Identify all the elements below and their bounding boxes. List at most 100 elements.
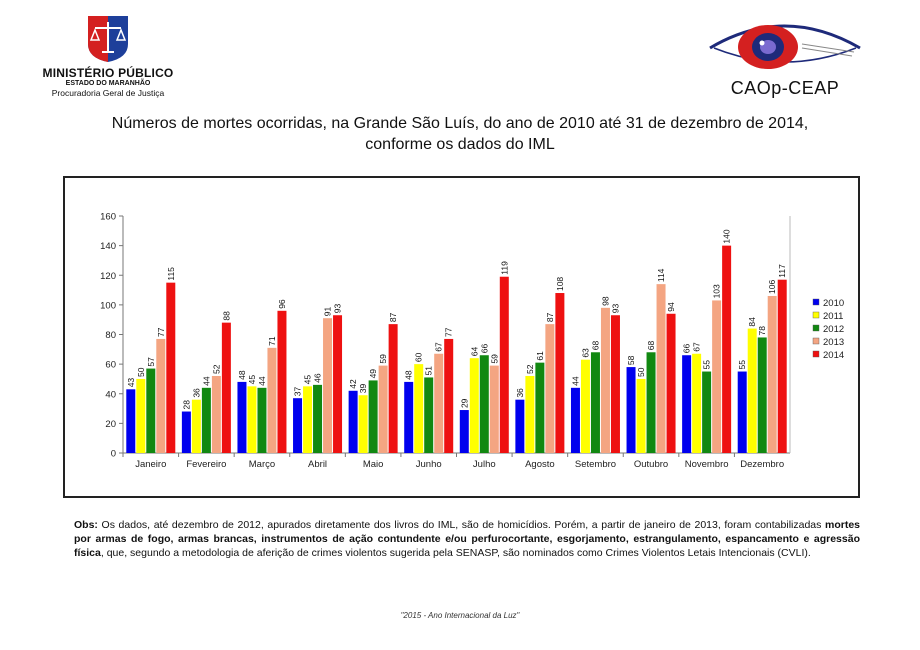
- data-label: 67: [434, 342, 444, 352]
- logo-line-3: Procuradoria Geral de Justiça: [51, 88, 165, 98]
- bar: [666, 313, 676, 453]
- bar: [323, 318, 333, 453]
- legend-label: 2012: [823, 324, 844, 335]
- bar: [722, 245, 732, 453]
- data-label: 87: [388, 312, 398, 322]
- data-label: 48: [237, 370, 247, 380]
- data-label: 52: [211, 364, 221, 374]
- bar: [191, 399, 201, 453]
- data-label: 115: [166, 267, 176, 281]
- data-label: 45: [247, 375, 257, 385]
- data-label: 59: [378, 354, 388, 364]
- bar: [570, 387, 580, 453]
- legend-swatch: [812, 298, 820, 306]
- data-label: 44: [257, 376, 267, 386]
- data-label: 48: [404, 370, 414, 380]
- data-label: 55: [737, 360, 747, 370]
- data-label: 66: [682, 344, 692, 354]
- obs-bold-text: mortes por armas de fogo, armas brancas,…: [74, 519, 860, 559]
- obs-text-2: , que, segundo a metodologia de aferição…: [100, 547, 811, 559]
- data-label: 50: [136, 367, 146, 377]
- x-tick-label: Fevereiro: [186, 459, 226, 470]
- data-label: 63: [580, 348, 590, 358]
- bar: [247, 386, 257, 453]
- x-tick-label: Agosto: [525, 459, 555, 470]
- bar: [757, 337, 767, 453]
- bar: [388, 324, 398, 453]
- bar: [136, 378, 146, 453]
- data-label: 51: [424, 366, 434, 376]
- bar: [181, 411, 191, 453]
- data-label: 88: [221, 311, 231, 321]
- data-label: 44: [201, 376, 211, 386]
- data-label: 91: [323, 306, 333, 316]
- bar: [737, 371, 747, 453]
- legend-swatch: [812, 350, 820, 358]
- y-tick-label: 100: [100, 300, 116, 311]
- bar: [580, 359, 590, 453]
- bar: [459, 410, 469, 453]
- bar: [777, 279, 787, 453]
- bar: [378, 365, 388, 453]
- y-tick-label: 140: [100, 241, 116, 252]
- data-label: 94: [666, 302, 676, 312]
- caop-ceap-logo: CAOp-CEAP: [700, 14, 870, 100]
- legend-swatch: [812, 324, 820, 332]
- x-tick-label: Junho: [416, 459, 442, 470]
- observation-note: Obs: Os dados, até dezembro de 2012, apu…: [74, 518, 860, 560]
- legend-swatch: [812, 337, 820, 345]
- bar: [499, 276, 509, 453]
- data-label: 87: [545, 312, 555, 322]
- data-label: 119: [499, 261, 509, 275]
- bar: [237, 381, 247, 453]
- bar: [535, 362, 545, 453]
- bar: [313, 384, 323, 453]
- legend-label: 2013: [823, 337, 844, 348]
- x-tick-label: Julho: [473, 459, 496, 470]
- data-label: 98: [600, 296, 610, 306]
- scales-of-justice-icon: [88, 16, 128, 62]
- bar: [424, 377, 434, 453]
- bar: [515, 399, 525, 453]
- bar: [646, 352, 656, 453]
- bar: [545, 324, 555, 453]
- data-label: 78: [757, 326, 767, 336]
- bar: [358, 395, 368, 453]
- y-tick-label: 160: [100, 212, 116, 223]
- data-label: 36: [515, 388, 525, 398]
- data-label: 36: [191, 388, 201, 398]
- data-label: 77: [444, 327, 454, 337]
- caop-ceap-name: CAOp-CEAP: [730, 78, 840, 98]
- bar: [201, 387, 211, 453]
- data-label: 108: [555, 277, 565, 291]
- bar: [682, 355, 692, 453]
- bar: [555, 293, 565, 453]
- bar: [712, 300, 722, 453]
- bar: [610, 315, 620, 453]
- data-label: 58: [626, 355, 636, 365]
- data-label: 28: [181, 400, 191, 410]
- data-label: 57: [146, 357, 156, 367]
- y-tick-label: 120: [100, 271, 116, 282]
- bar: [221, 322, 231, 453]
- data-label: 96: [277, 299, 287, 309]
- bar: [469, 358, 479, 453]
- data-label: 140: [722, 229, 732, 243]
- legend-label: 2010: [823, 298, 844, 309]
- data-label: 103: [712, 284, 722, 298]
- data-label: 60: [414, 352, 424, 362]
- data-label: 55: [702, 360, 712, 370]
- bar: [277, 310, 287, 453]
- bar: [767, 295, 777, 453]
- y-tick-label: 40: [105, 389, 116, 400]
- bar-chart: 020406080100120140160Janeiro43505777115F…: [100, 212, 844, 471]
- bar: [257, 387, 267, 453]
- bar: [303, 386, 313, 453]
- x-tick-label: Setembro: [575, 459, 616, 470]
- x-tick-label: Maio: [363, 459, 384, 470]
- data-label: 117: [777, 264, 787, 278]
- bar: [590, 352, 600, 453]
- bar: [479, 355, 489, 453]
- data-label: 67: [692, 342, 702, 352]
- bar: [702, 371, 712, 453]
